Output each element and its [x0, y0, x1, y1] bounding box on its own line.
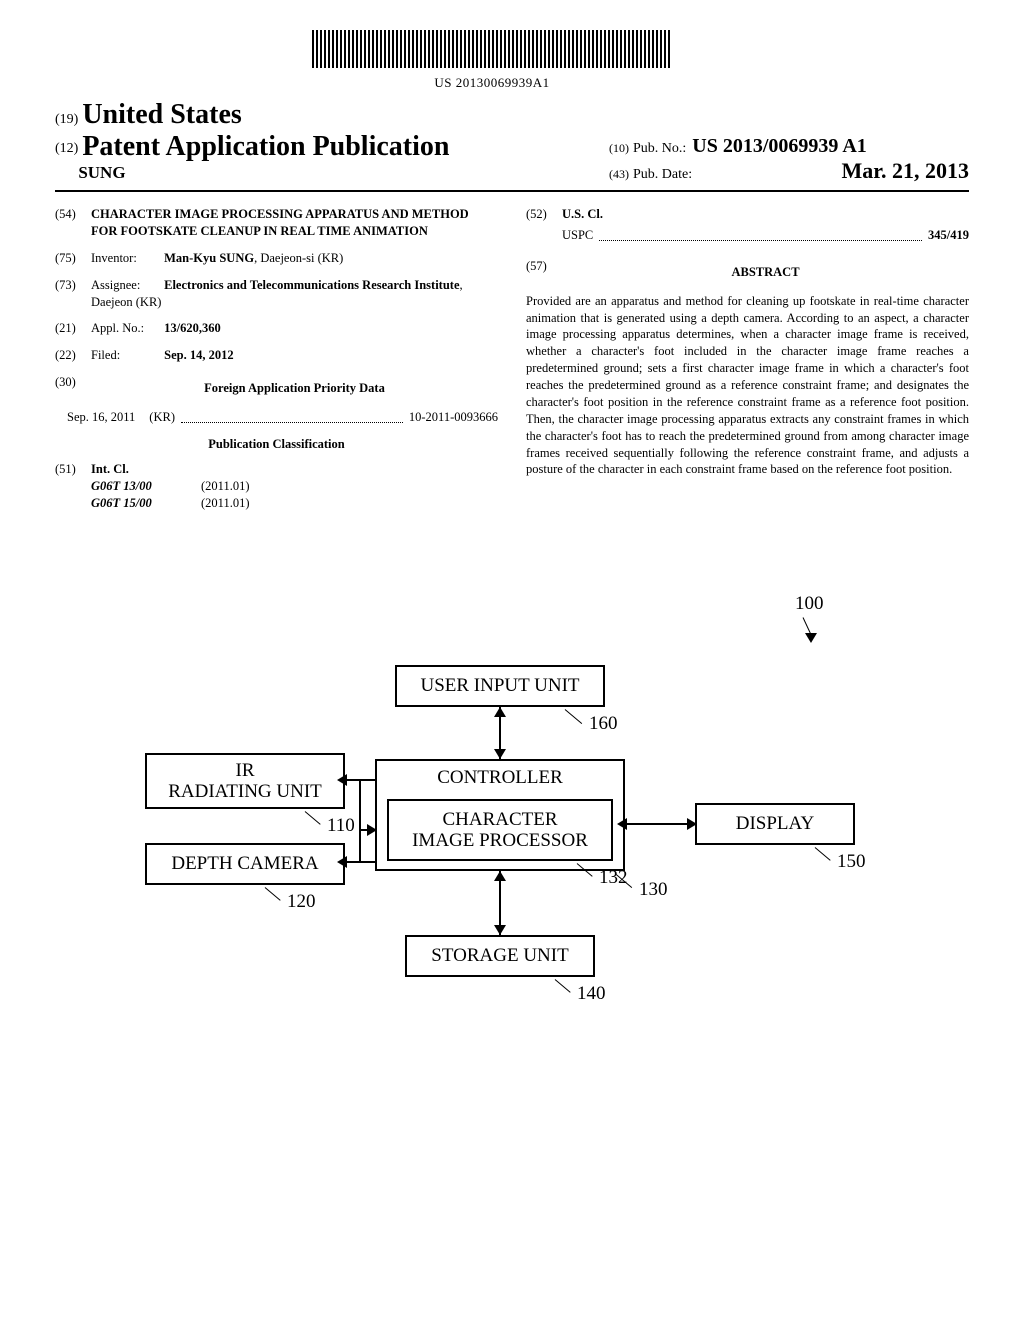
box-display: DISPLAY [695, 803, 855, 845]
field-75: (75) Inventor: Man-Kyu SUNG, Daejeon-si … [55, 250, 498, 267]
invention-title: CHARACTER IMAGE PROCESSING APPARATUS AND… [91, 206, 498, 240]
line-depth-vert [359, 831, 361, 863]
field-51: (51) Int. Cl. G06T 13/00 (2011.01) G06T … [55, 461, 498, 512]
barcode-area: US 20130069939A1 [55, 30, 969, 91]
classification-header: Publication Classification [55, 436, 498, 453]
code-19: (19) [55, 112, 78, 128]
pub-date: Mar. 21, 2013 [841, 158, 969, 184]
filed-value: Sep. 14, 2012 [164, 348, 233, 362]
box-user-input: USER INPUT UNIT [395, 665, 605, 707]
arrow-disp-l [617, 818, 627, 830]
barcode-text: US 20130069939A1 [55, 75, 929, 91]
applno-label: Appl. No.: [91, 320, 161, 337]
priority-number: 10-2011-0093666 [409, 409, 498, 426]
abstract-title: ABSTRACT [562, 264, 969, 281]
filed-label: Filed: [91, 347, 161, 364]
intcl-row-1: G06T 15/00 (2011.01) [91, 495, 498, 512]
field-57: (57) ABSTRACT [526, 258, 969, 287]
pub-date-label: Pub. Date: [633, 167, 692, 183]
ref-100: 100 [795, 593, 824, 615]
priority-date: Sep. 16, 2011 [67, 409, 135, 426]
uscl-label: U.S. Cl. [562, 207, 603, 221]
header-divider [55, 190, 969, 192]
ref-120: 120 [287, 891, 316, 913]
box-char-proc: CHARACTER IMAGE PROCESSOR [387, 799, 613, 861]
arrow-ui-up [494, 707, 506, 717]
uspc-value: 345/419 [928, 227, 969, 244]
priority-row: Sep. 16, 2011 (KR) 10-2011-0093666 [55, 409, 498, 426]
ref-140: 140 [577, 983, 606, 1005]
uspc-dots [599, 227, 922, 241]
applno-value: 13/620,360 [164, 321, 221, 335]
code-43: (43) [609, 167, 629, 182]
country-name: United States [82, 99, 241, 131]
arrow-stor-u [494, 871, 506, 881]
intcl-label: Int. Cl. [91, 462, 129, 476]
pub-type: Patent Application Publication [82, 131, 449, 163]
assignee-label: Assignee: [91, 277, 161, 294]
inventor-surname: SUNG [78, 163, 449, 183]
code-10: (10) [609, 141, 629, 156]
header-block: (19) United States (12) Patent Applicati… [55, 99, 969, 184]
priority-header: Foreign Application Priority Data [91, 380, 498, 397]
left-column: (54) CHARACTER IMAGE PROCESSING APPARATU… [55, 206, 498, 513]
intcl-row-0: G06T 13/00 (2011.01) [91, 478, 498, 495]
arrow-depth-l [337, 856, 347, 868]
arrow-hub-ctrl [367, 824, 377, 836]
abstract-text: Provided are an apparatus and method for… [526, 293, 969, 479]
ref-130: 130 [639, 879, 668, 901]
ref-160-line [565, 709, 582, 724]
ref-120-line [265, 887, 281, 901]
right-column: (52) U.S. Cl. USPC 345/419 (57) ABSTRACT… [526, 206, 969, 513]
priority-dots [181, 409, 403, 423]
ref-160: 160 [589, 713, 618, 735]
arrow-disp-r [687, 818, 697, 830]
ref-110: 110 [327, 815, 355, 837]
field-22: (22) Filed: Sep. 14, 2012 [55, 347, 498, 364]
code-12: (12) [55, 141, 78, 157]
inventor-label: Inventor: [91, 250, 161, 267]
ref-132: 132 [599, 867, 628, 889]
arrow-ir [337, 774, 347, 786]
inventor-location: , Daejeon-si (KR) [254, 251, 343, 265]
arrow-stor-d [494, 925, 506, 935]
field-54: (54) CHARACTER IMAGE PROCESSING APPARATU… [55, 206, 498, 240]
assignee-name: Electronics and Telecommunications Resea… [164, 278, 459, 292]
ref-100-arrow [805, 633, 817, 643]
field-52: (52) U.S. Cl. [526, 206, 969, 223]
line-hub-vert [359, 779, 361, 831]
arrow-ui-down [494, 749, 506, 759]
box-depth: DEPTH CAMERA [145, 843, 345, 885]
pub-no-label: Pub. No.: [633, 141, 686, 157]
barcode-graphic [312, 30, 672, 68]
ref-150-line [815, 847, 831, 861]
ref-140-line [555, 979, 571, 993]
priority-country: (KR) [149, 409, 175, 426]
pub-no: US 2013/0069939 A1 [692, 135, 866, 158]
uspc-row: USPC 345/419 [526, 227, 969, 244]
field-21: (21) Appl. No.: 13/620,360 [55, 320, 498, 337]
two-column-body: (54) CHARACTER IMAGE PROCESSING APPARATU… [55, 206, 969, 513]
ref-110-line [305, 811, 321, 825]
field-73: (73) Assignee: Electronics and Telecommu… [55, 277, 498, 311]
ref-150: 150 [837, 851, 866, 873]
inventor-name: Man-Kyu SUNG [164, 251, 254, 265]
box-storage: STORAGE UNIT [405, 935, 595, 977]
box-ir: IR RADIATING UNIT [145, 753, 345, 809]
field-30: (30) Foreign Application Priority Data [55, 374, 498, 405]
uspc-label: USPC [562, 227, 593, 244]
line-ctrl-disp [625, 823, 695, 825]
block-diagram: 100 USER INPUT UNIT 160 CONTROLLER CHARA… [55, 593, 969, 1073]
